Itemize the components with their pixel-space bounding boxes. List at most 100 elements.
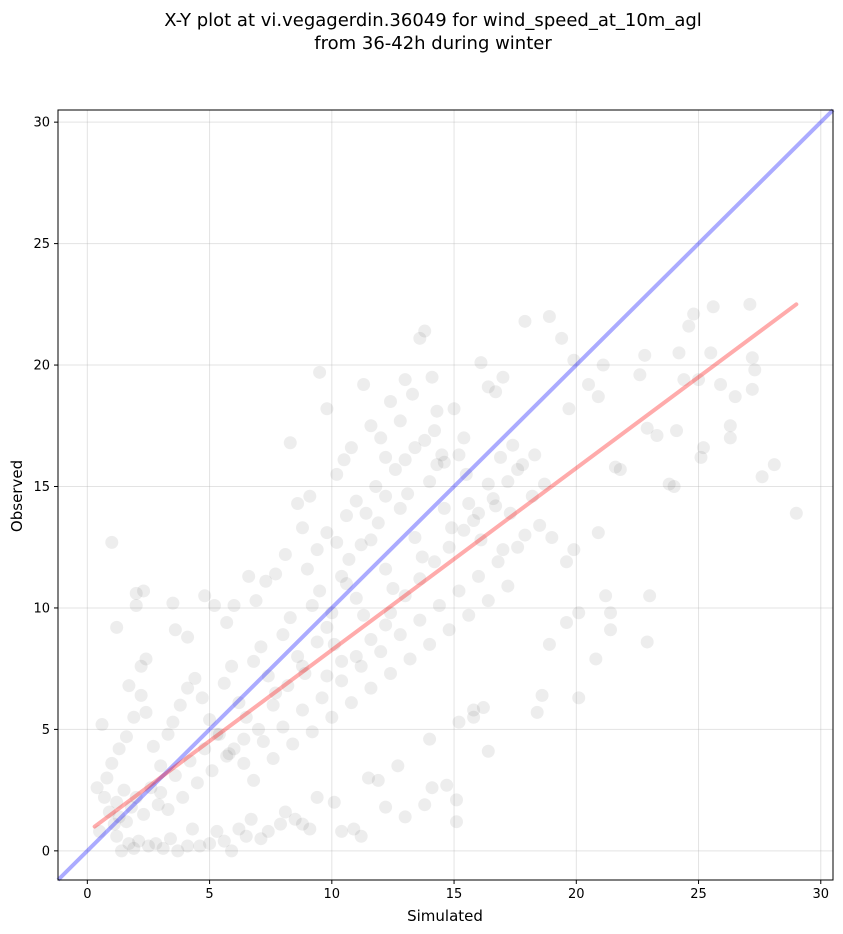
data-point — [227, 742, 241, 756]
data-point — [325, 710, 339, 724]
data-point — [161, 727, 175, 741]
data-point — [327, 795, 341, 809]
data-point — [269, 686, 283, 700]
data-point — [525, 489, 539, 503]
data-point — [112, 742, 126, 756]
data-point — [371, 773, 385, 787]
data-point — [398, 589, 412, 603]
data-point — [706, 300, 720, 314]
data-point — [393, 628, 407, 642]
data-point — [146, 739, 160, 753]
data-point — [364, 681, 378, 695]
data-point — [207, 599, 221, 613]
data-point — [291, 650, 305, 664]
data-point — [445, 521, 459, 535]
data-point — [562, 402, 576, 416]
data-point — [305, 725, 319, 739]
data-point — [442, 623, 456, 637]
data-point — [393, 501, 407, 515]
data-point — [300, 562, 314, 576]
data-point — [281, 679, 295, 693]
data-point — [139, 652, 153, 666]
data-point — [427, 424, 441, 438]
data-point — [604, 606, 618, 620]
data-point — [134, 659, 148, 673]
chart-title-line-1: X-Y plot at vi.vegagerdin.36049 for wind… — [164, 10, 702, 31]
data-point — [457, 523, 471, 537]
data-point — [176, 790, 190, 804]
data-point — [183, 754, 197, 768]
data-point — [254, 640, 268, 654]
data-point — [276, 628, 290, 642]
data-point — [124, 800, 138, 814]
data-point — [694, 450, 708, 464]
data-point — [105, 756, 119, 770]
data-point — [413, 613, 427, 627]
y-tick-label: 5 — [42, 723, 50, 738]
data-point — [210, 727, 224, 741]
data-point — [481, 594, 495, 608]
data-point — [667, 479, 681, 493]
data-point — [239, 829, 253, 843]
data-point — [403, 652, 417, 666]
data-point — [222, 747, 236, 761]
data-point — [572, 691, 586, 705]
data-point — [335, 654, 349, 668]
data-point — [283, 436, 297, 450]
data-point — [650, 428, 664, 442]
data-point — [506, 438, 520, 452]
data-point — [335, 674, 349, 688]
data-point — [481, 380, 495, 394]
data-point — [560, 616, 574, 630]
plot-frame — [57, 109, 834, 881]
data-point — [132, 834, 146, 848]
data-point — [261, 824, 275, 838]
data-point — [427, 555, 441, 569]
data-point — [442, 540, 456, 554]
data-point — [232, 696, 246, 710]
data-point — [217, 676, 231, 690]
data-point — [555, 331, 569, 345]
regression-line — [92, 302, 799, 829]
y-tick-label: 10 — [33, 601, 50, 616]
data-point — [232, 822, 246, 836]
data-point — [127, 710, 141, 724]
data-point — [472, 569, 486, 583]
y-tick-label: 20 — [33, 359, 50, 374]
data-point — [567, 543, 581, 557]
data-point — [181, 839, 195, 853]
data-point — [357, 608, 371, 622]
data-point — [596, 358, 610, 372]
data-point — [119, 815, 133, 829]
data-point — [254, 832, 268, 846]
data-point — [295, 659, 309, 673]
data-point — [320, 669, 334, 683]
data-point — [256, 735, 270, 749]
data-point — [349, 650, 363, 664]
data-point — [344, 441, 358, 455]
data-point — [643, 589, 657, 603]
data-point — [638, 348, 652, 362]
data-point — [339, 509, 353, 523]
data-point — [591, 390, 605, 404]
data-point — [357, 377, 371, 391]
data-point — [383, 394, 397, 408]
data-point — [516, 458, 530, 472]
data-point — [171, 844, 185, 858]
data-point — [168, 769, 182, 783]
data-point — [418, 433, 432, 447]
x-tick-label: 30 — [813, 887, 830, 902]
data-point — [386, 582, 400, 596]
data-point — [134, 688, 148, 702]
data-point — [105, 535, 119, 549]
data-point — [261, 669, 275, 683]
data-point — [212, 727, 226, 741]
data-point — [748, 363, 762, 377]
data-point — [198, 589, 212, 603]
data-point — [398, 453, 412, 467]
data-point — [286, 737, 300, 751]
x-tick-label: 20 — [568, 887, 585, 902]
data-point — [320, 402, 334, 416]
data-point — [608, 460, 622, 474]
data-point — [335, 569, 349, 583]
